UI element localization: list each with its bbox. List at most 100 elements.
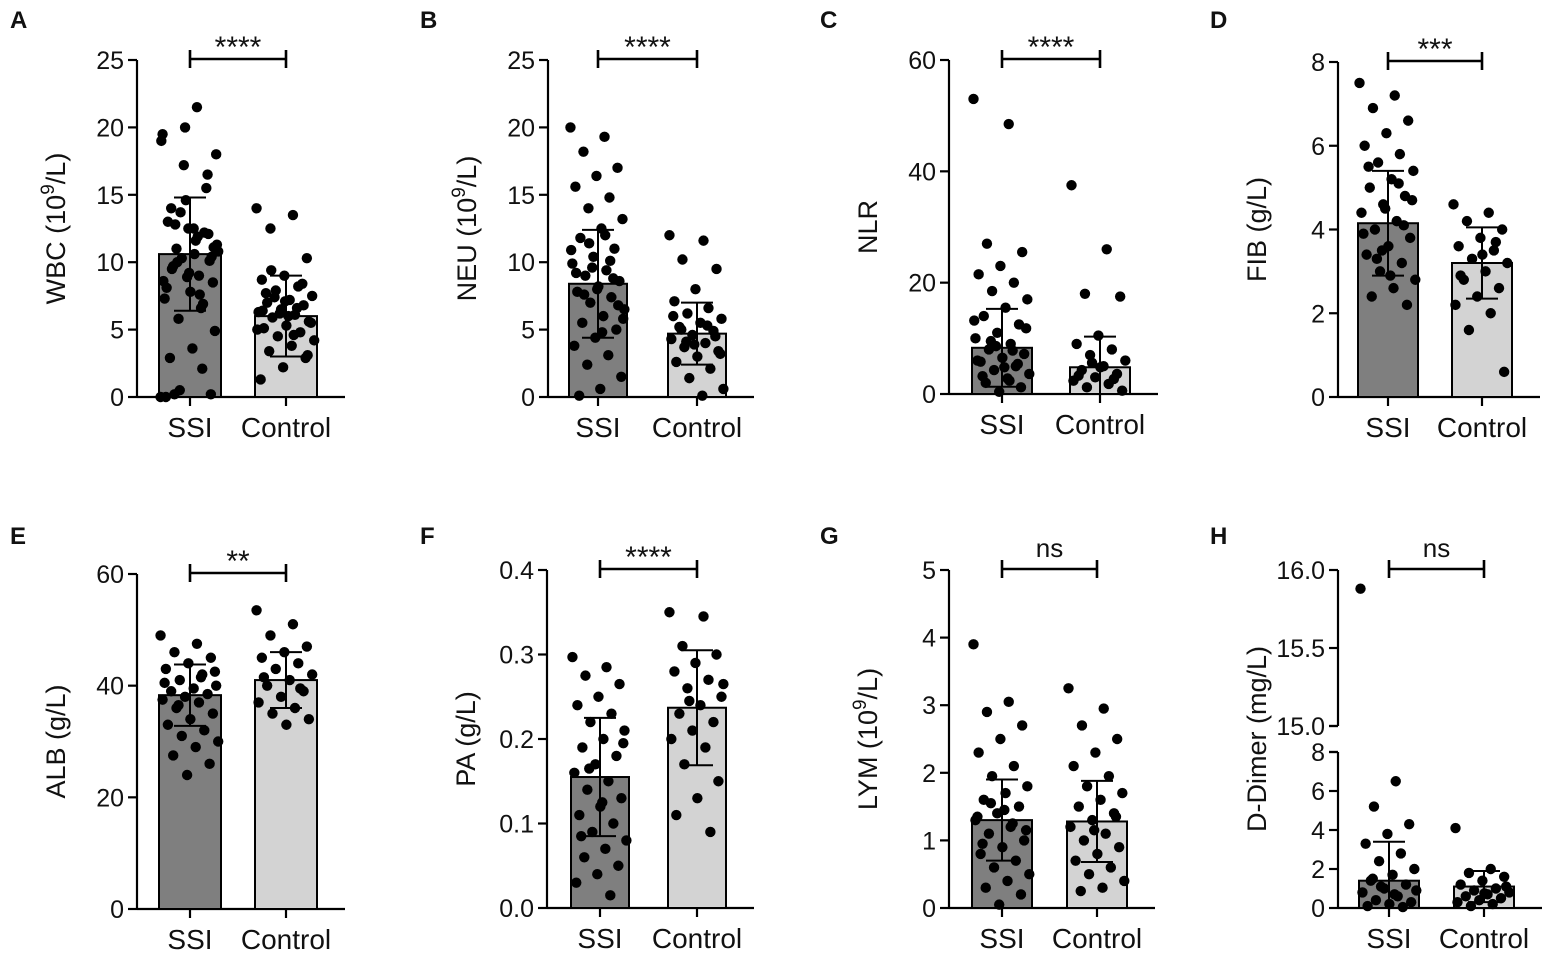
x-tick-label: Control <box>652 923 742 954</box>
data-point <box>260 288 272 299</box>
data-point <box>1450 299 1461 311</box>
x-tick-label: SSI <box>1365 412 1410 443</box>
y-tick-label: 5 <box>521 317 535 345</box>
data-point <box>608 818 619 829</box>
y-axis-label: FIB (g/L) <box>1242 177 1272 282</box>
data-point <box>1079 288 1091 299</box>
data-point <box>692 792 703 804</box>
data-point <box>1465 900 1477 912</box>
data-point <box>193 270 205 281</box>
data-point <box>183 658 194 669</box>
panel-g: G 0 1 2 3 4 5 LYM (109/L) SSI Control ns <box>820 523 1155 954</box>
data-point <box>569 340 580 351</box>
data-point <box>621 835 632 846</box>
data-point <box>190 741 201 753</box>
data-point <box>270 663 281 675</box>
data-point <box>975 848 986 860</box>
y-tick-label: 20 <box>96 784 124 812</box>
data-point <box>1389 889 1400 900</box>
panel-letter: H <box>1210 523 1227 550</box>
data-point <box>985 798 997 809</box>
data-point <box>1410 274 1421 285</box>
data-point <box>162 719 174 730</box>
data-point <box>600 230 611 241</box>
data-point <box>160 663 172 675</box>
data-point <box>1487 898 1498 910</box>
data-point <box>192 231 203 242</box>
data-point <box>986 285 998 297</box>
data-point <box>1367 873 1378 884</box>
data-point <box>999 804 1010 816</box>
data-point <box>1015 382 1027 393</box>
data-point <box>277 362 289 373</box>
data-point <box>253 697 264 708</box>
data-point <box>1402 115 1414 126</box>
data-point <box>983 828 995 839</box>
data-point <box>687 329 698 341</box>
y-tick-label: 0.0 <box>499 895 534 923</box>
data-point <box>1071 338 1082 350</box>
data-point <box>1360 838 1371 849</box>
data-point <box>585 297 596 308</box>
data-point <box>261 297 273 308</box>
data-point <box>682 683 693 694</box>
data-point <box>291 302 303 314</box>
data-point <box>613 860 624 871</box>
significance-label: ns <box>1036 533 1063 563</box>
data-point <box>999 362 1010 373</box>
data-point <box>676 324 687 335</box>
data-point <box>258 672 270 683</box>
data-point <box>194 289 205 300</box>
y-axis-label: WBC (109/L) <box>38 153 71 305</box>
y-tick-label: 15.5 <box>1276 635 1325 663</box>
data-point <box>1398 220 1409 231</box>
y-tick-label: 2 <box>922 760 936 788</box>
data-point <box>1475 232 1486 244</box>
data-point <box>265 630 276 641</box>
data-point <box>565 244 577 256</box>
data-point <box>1359 140 1370 151</box>
y-tick-label: 20 <box>908 270 936 298</box>
data-point <box>286 340 297 351</box>
data-point <box>1405 896 1417 908</box>
data-point <box>1120 355 1131 366</box>
data-point <box>1020 825 1032 836</box>
data-point <box>1086 357 1098 369</box>
significance-label: **** <box>215 31 262 64</box>
data-point <box>301 641 313 652</box>
data-point <box>682 308 693 319</box>
data-point <box>181 769 193 781</box>
data-point <box>616 371 627 382</box>
data-point <box>202 688 213 700</box>
data-point <box>188 683 199 694</box>
data-point <box>708 716 719 728</box>
data-point <box>616 792 627 804</box>
data-point <box>203 228 214 240</box>
data-point <box>603 776 614 787</box>
data-point <box>666 733 677 745</box>
y-axis-label: D-Dimer (mg/L) <box>1242 646 1272 832</box>
data-point <box>674 708 685 719</box>
data-point <box>677 640 688 652</box>
data-point <box>197 298 209 310</box>
data-point <box>698 235 709 246</box>
data-point <box>1395 848 1407 859</box>
data-point <box>669 296 680 307</box>
data-point <box>264 345 275 357</box>
data-point <box>191 101 203 113</box>
data-point <box>614 678 625 690</box>
data-point <box>599 131 610 143</box>
panel-letter: D <box>1210 7 1227 34</box>
panel-d: D 0 2 4 6 8 FIB (g/L) SSI Control *** <box>1210 7 1540 443</box>
data-point <box>197 363 208 374</box>
data-point <box>1390 776 1401 787</box>
data-point <box>574 809 585 821</box>
data-point <box>606 292 617 303</box>
y-tick-label: 2 <box>1311 300 1325 328</box>
data-point <box>968 93 979 105</box>
panel-e: E 0 20 40 60 ALB (g/L) SSI Control ** <box>10 523 345 955</box>
data-point <box>293 658 304 669</box>
data-point <box>1358 228 1369 239</box>
data-point <box>1496 224 1508 235</box>
data-point <box>191 638 203 649</box>
